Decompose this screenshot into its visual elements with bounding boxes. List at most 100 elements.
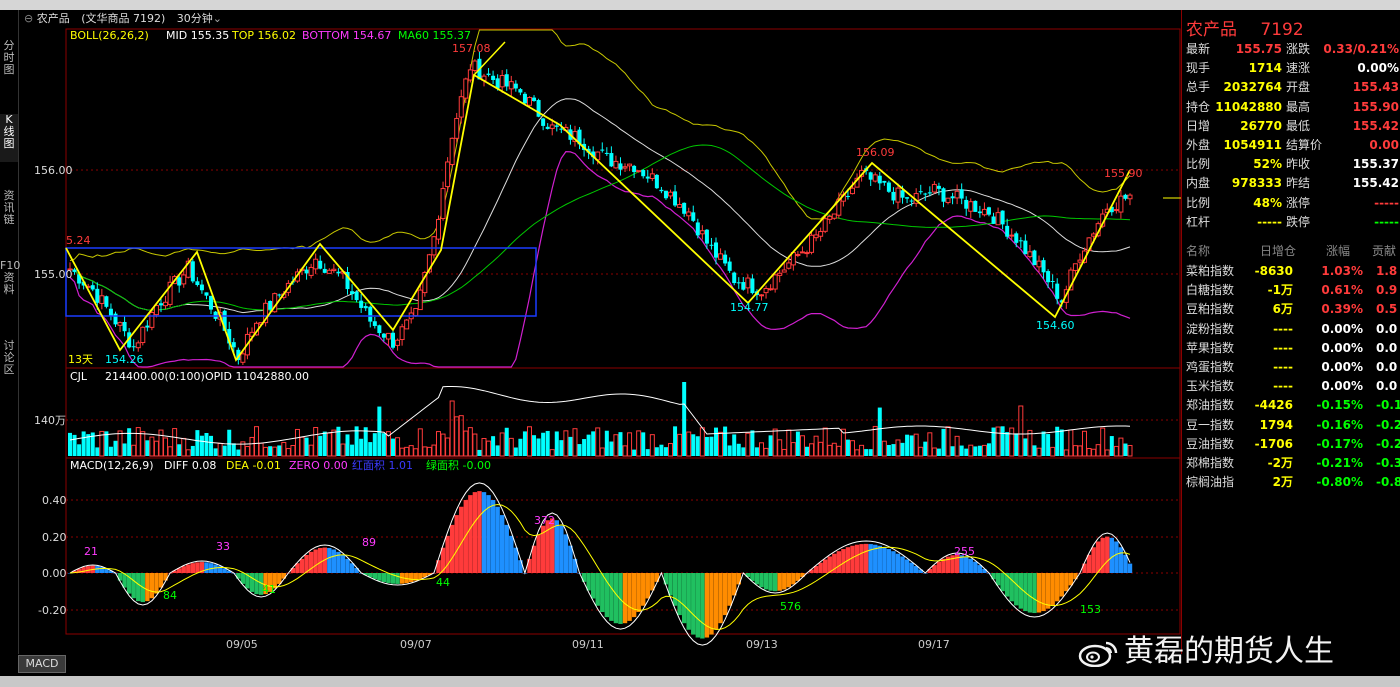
quote-value: 155.43 xyxy=(1352,80,1399,95)
index-inc: -8630 xyxy=(1254,264,1293,278)
macd-histogram xyxy=(67,482,1133,646)
col-name: 名称 xyxy=(1186,244,1211,258)
candle xyxy=(372,321,377,326)
volume-bar xyxy=(190,445,195,456)
index-row[interactable]: 玉米指数 ---- 0.00% 0.0 xyxy=(1182,377,1400,396)
index-row[interactable]: 苹果指数 ---- 0.00% 0.0 xyxy=(1182,339,1400,358)
macd-bar xyxy=(672,573,678,606)
tab-minute-chart[interactable]: 分时图 xyxy=(3,39,15,76)
index-row[interactable]: 白糖指数 -1万 0.61% 0.9 xyxy=(1182,281,1400,300)
candle xyxy=(391,332,396,348)
volume-bar xyxy=(1068,429,1074,457)
macd-bar xyxy=(681,573,687,624)
candle xyxy=(72,269,77,272)
volume-bar xyxy=(964,448,969,456)
candle xyxy=(113,313,118,325)
macd-bar xyxy=(941,558,946,573)
candle xyxy=(140,326,146,344)
candle xyxy=(326,269,332,274)
kline-chart[interactable]: BOLL(26,26,2) MID 155.35 TOP 156.02 BOTT… xyxy=(0,0,1181,660)
candle xyxy=(1050,280,1055,282)
candle xyxy=(549,124,555,129)
candle xyxy=(486,73,491,75)
macd-bar xyxy=(281,573,287,579)
macd-bar xyxy=(973,561,978,573)
macd-bar xyxy=(172,570,177,573)
candle xyxy=(882,180,887,183)
period-select[interactable]: 30分钟 xyxy=(176,12,213,25)
volume-bar xyxy=(754,447,759,456)
macd-tab[interactable]: MACD xyxy=(18,655,66,673)
volume-bar xyxy=(877,407,882,456)
candle xyxy=(222,310,227,331)
candle xyxy=(809,234,815,253)
volume-bar xyxy=(790,442,796,457)
volume-bar xyxy=(113,440,118,456)
vol-value: 214400.00(0:100) xyxy=(105,370,205,383)
volume-bar xyxy=(813,435,819,457)
index-row[interactable]: 郑棉指数 -2万 -0.21% -0.3 xyxy=(1182,454,1400,473)
candle xyxy=(849,187,855,195)
index-row[interactable]: 菜粕指数 -8630 1.03% 1.8 xyxy=(1182,262,1400,281)
index-row[interactable]: 豆一指数 1794 -0.16% -0.2 xyxy=(1182,416,1400,435)
macd-bar xyxy=(813,566,819,573)
volume-bar xyxy=(572,428,578,457)
quote-label: 昨收 xyxy=(1286,157,1311,172)
macd-tick: 0.20 xyxy=(42,531,67,544)
candle xyxy=(209,295,214,310)
candle xyxy=(909,200,914,202)
candle xyxy=(964,199,969,209)
quote-label: 内盘 xyxy=(1186,176,1211,191)
macd-bar xyxy=(95,566,100,573)
volume-bar xyxy=(627,432,633,457)
index-name: 玉米指数 xyxy=(1186,379,1235,394)
volume-bar xyxy=(86,434,91,456)
macd-bar xyxy=(609,573,614,621)
index-row[interactable]: 郑油指数 -4426 -0.15% -0.1 xyxy=(1182,396,1400,415)
chevron-down-icon[interactable]: ⌄ xyxy=(212,12,223,25)
index-row[interactable]: 鸡蛋指数 ---- 0.00% 0.0 xyxy=(1182,358,1400,377)
open-interest-line xyxy=(69,386,1131,445)
macd-bar xyxy=(176,568,182,573)
volume-bar xyxy=(454,416,460,457)
tab-k-line[interactable]: K线图 xyxy=(0,114,18,162)
macd-bar xyxy=(509,535,514,573)
macd-bar xyxy=(1014,573,1019,606)
volume-bar xyxy=(254,426,260,457)
volume-bar xyxy=(881,440,887,457)
macd-bar xyxy=(545,520,550,573)
index-row[interactable]: 淀粉指数 ---- 0.00% 0.0 xyxy=(1182,320,1400,339)
volume-bar xyxy=(1009,427,1015,457)
macd-bar xyxy=(204,562,209,573)
candle xyxy=(231,342,236,348)
index-row[interactable]: 豆粕指数 6万 0.39% 0.5 xyxy=(1182,300,1400,319)
candle xyxy=(454,117,460,139)
candle xyxy=(122,321,127,332)
volume-bar xyxy=(217,442,223,457)
date-label: 09/13 xyxy=(746,638,778,651)
macd-bar xyxy=(859,544,864,573)
tab-forum[interactable]: 讨论区 xyxy=(3,339,15,376)
candle xyxy=(668,191,674,197)
candle xyxy=(645,176,650,179)
volume-bar xyxy=(477,449,482,456)
macd-bar xyxy=(158,573,164,588)
date-label: 09/07 xyxy=(400,638,432,651)
macd-bar xyxy=(1095,541,1101,573)
macd-bar xyxy=(404,573,409,584)
tab-f10[interactable]: F10资料 xyxy=(0,259,21,296)
candle xyxy=(905,197,910,199)
volume-bar xyxy=(258,442,264,457)
tab-news-chain[interactable]: 资讯链 xyxy=(3,189,15,226)
volume-bar xyxy=(391,438,396,456)
quote-value: 26770 xyxy=(1240,118,1282,133)
candle xyxy=(750,278,755,294)
macd-bar xyxy=(181,566,186,573)
index-row[interactable]: 棕榈油指 2万 -0.80% -0.8 xyxy=(1182,473,1400,492)
candle xyxy=(190,261,195,282)
macd-bar xyxy=(786,573,791,588)
macd-bar xyxy=(331,549,337,573)
index-row[interactable]: 豆油指数 -1706 -0.17% -0.2 xyxy=(1182,435,1400,454)
quote-panel: 农产品 7192 最新 155.75 涨跌 0.33/0.21% 现手 1714 速涨 0.0… xyxy=(1181,10,1400,660)
volume-bar xyxy=(526,426,532,457)
